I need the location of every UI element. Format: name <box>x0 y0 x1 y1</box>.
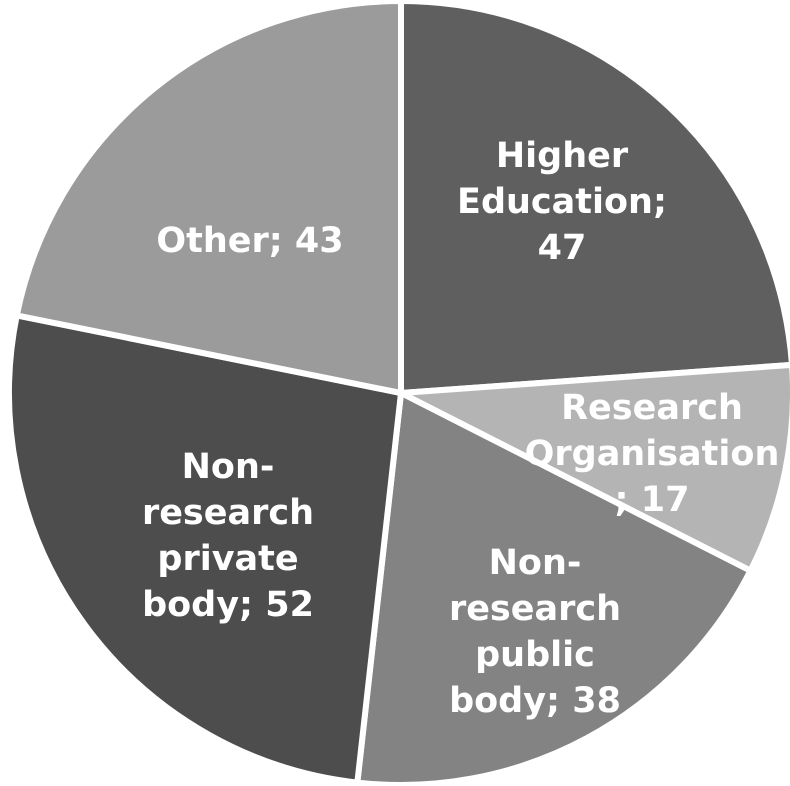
slice-label-non-research-private-body: Non-research private body; 52 <box>142 447 314 625</box>
slices-layer <box>6 0 790 786</box>
slice-label-line: Research <box>561 388 743 428</box>
pie-slice-non-research-public-body <box>354 388 755 786</box>
pie-slice-research-organisation <box>390 362 790 575</box>
slice-label-line: body; 52 <box>142 585 314 625</box>
slice-label-line: research <box>142 493 314 533</box>
slice-label-line: research <box>449 589 621 629</box>
slice-label-line: Other; 43 <box>156 221 343 261</box>
slice-label-line: Non- <box>182 447 275 487</box>
pie-slice-non-research-private-body <box>6 311 405 786</box>
pie-slice-other <box>13 0 404 397</box>
slice-label-line: 47 <box>538 228 587 268</box>
slice-label-line: Education; <box>457 182 667 222</box>
slice-label-other: Other; 43 <box>156 221 343 261</box>
slice-label-non-research-public-body: Non-research public body; 38 <box>449 543 621 721</box>
pie-slice-higher-education <box>398 0 790 397</box>
slice-label-line: Higher <box>496 136 629 176</box>
labels-layer: Higher Education; 47 Research Organisation ; … <box>142 136 779 721</box>
slice-label-line: ; 17 <box>615 480 690 520</box>
slice-label-research-organisation: Research Organisation ; 17 <box>525 388 780 520</box>
slice-label-line: Non- <box>489 543 582 583</box>
slice-label-line: Organisation <box>525 434 780 474</box>
slice-label-line: private <box>157 539 298 579</box>
slice-label-higher-education: Higher Education; 47 <box>457 136 667 268</box>
slice-label-line: public <box>475 635 595 675</box>
slice-label-line: body; 38 <box>449 681 621 721</box>
